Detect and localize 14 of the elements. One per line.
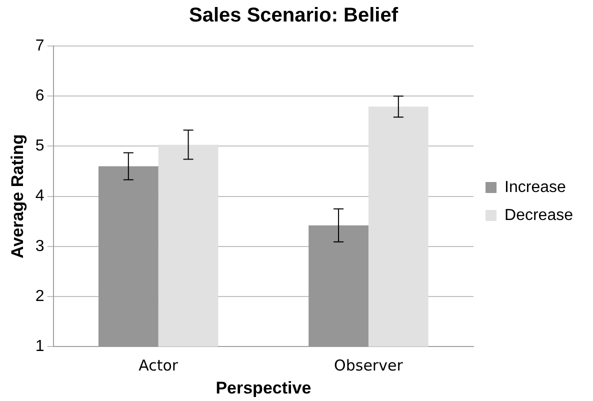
y-tick-label: 5 [35, 138, 44, 155]
chart-title: Sales Scenario: Belief [189, 4, 398, 27]
y-tick-label: 4 [35, 188, 44, 205]
x-tick-label: Actor [138, 356, 179, 374]
legend-label: Decrease [504, 206, 574, 224]
legend-label: Increase [504, 178, 566, 196]
y-axis-title: Average Rating [8, 134, 27, 258]
x-tick-label: Observer [334, 356, 404, 374]
y-tick-label: 3 [35, 238, 44, 255]
y-tick-label: 6 [35, 88, 44, 105]
y-tick-label: 1 [35, 338, 44, 356]
x-axis-title: Perspective [216, 378, 312, 398]
y-tick-label: 7 [35, 37, 44, 54]
y-tick-label: 2 [35, 288, 44, 305]
